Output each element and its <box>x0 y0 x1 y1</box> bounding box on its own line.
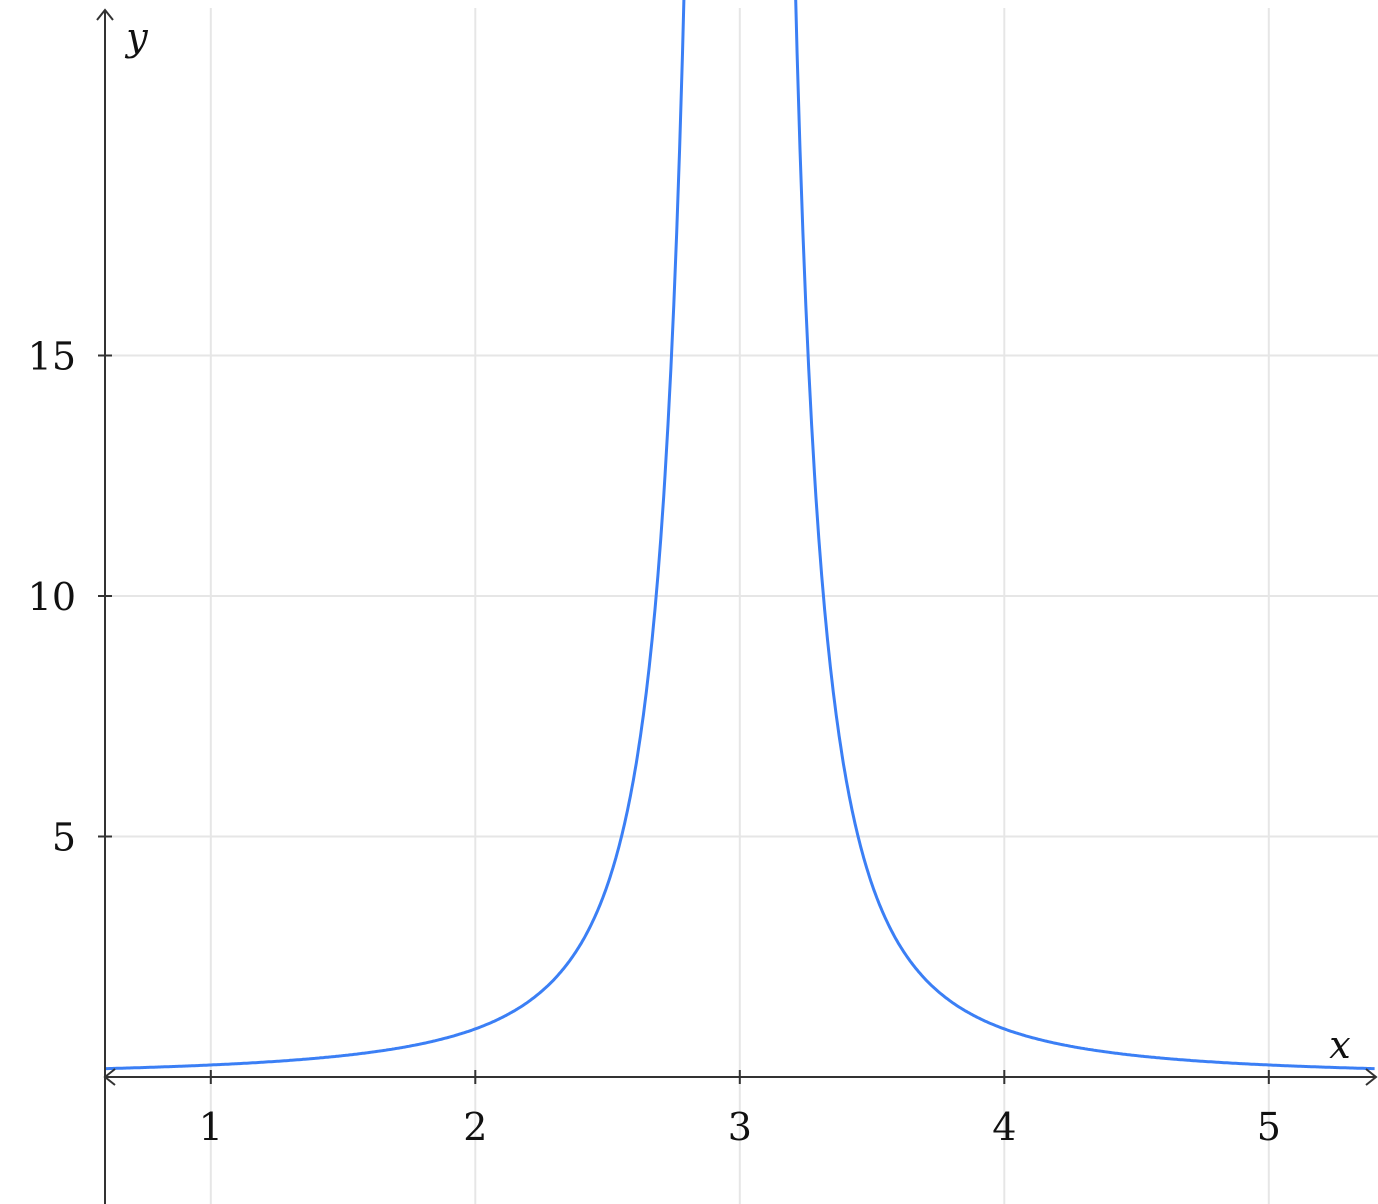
x-axis-arrow <box>1365 1068 1378 1086</box>
x-tick-label: 3 <box>728 1105 752 1149</box>
x-tick-label: 2 <box>463 1105 487 1149</box>
x-tick-label: 4 <box>992 1105 1016 1149</box>
y-tick-label: 5 <box>52 816 76 860</box>
grid <box>105 8 1378 1204</box>
x-tick-label: 1 <box>199 1105 223 1149</box>
x-axis-arrow-left <box>103 1068 116 1086</box>
x-tick-label: 5 <box>1257 1105 1281 1149</box>
y-axis-label: y <box>124 15 148 59</box>
series-line <box>105 0 1375 1071</box>
y-tick-label: 10 <box>28 575 76 619</box>
y-axis-arrow <box>96 8 114 21</box>
y-tick-label: 15 <box>28 335 76 379</box>
tick-labels: 1 2 3 4 5 5 10 15 <box>28 335 1281 1150</box>
axes <box>96 8 1378 1204</box>
x-axis-label: x <box>1329 1023 1350 1067</box>
